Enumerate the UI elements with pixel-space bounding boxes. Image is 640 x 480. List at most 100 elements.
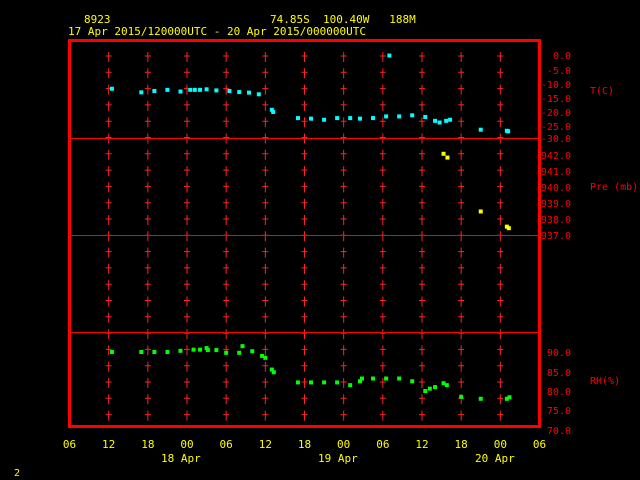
humidity-point [504, 396, 509, 401]
humidity-point [214, 348, 219, 353]
grid-cross [497, 247, 504, 258]
grid-cross [458, 247, 465, 258]
grid-cross [184, 378, 190, 388]
grid-cross [419, 182, 425, 193]
temperature-point [152, 88, 157, 93]
grid-cross [379, 231, 386, 242]
plot-frame [68, 39, 541, 428]
panel-dividers [69, 138, 540, 333]
grid-cross [497, 215, 504, 225]
grid-cross [340, 215, 347, 225]
grid-cross [458, 215, 465, 225]
grid-cross [340, 84, 347, 95]
grid-cross [458, 68, 465, 79]
grid-cross [458, 149, 465, 160]
grid-cross [184, 394, 190, 405]
temperature-point [348, 116, 353, 121]
grid-cross [184, 68, 190, 79]
grid-cross [419, 68, 425, 79]
grid-cross [497, 394, 504, 405]
pressure-point [445, 155, 450, 160]
humidity-point [152, 350, 157, 354]
temperature-point [165, 87, 170, 92]
grid-cross [301, 378, 308, 388]
grid-cross [184, 182, 190, 193]
temperature-point [295, 116, 300, 121]
grid-cross [223, 394, 230, 405]
time-range: 17 Apr 2015/120000UTC - 20 Apr 2015/0000… [68, 25, 366, 38]
grid-cross [497, 410, 504, 421]
pressure-tick-label: 942.0 [541, 151, 571, 162]
grid-cross [497, 329, 504, 340]
temperature-point [188, 87, 193, 92]
grid-cross [184, 52, 190, 62]
grid-cross [419, 215, 425, 225]
temperature-point [247, 90, 252, 95]
grid-cross [340, 329, 347, 340]
grid-cross [340, 280, 347, 291]
grid-cross [223, 280, 230, 291]
station-id: 8923 [84, 13, 111, 26]
grid-cross [223, 231, 230, 242]
grid-cross [262, 410, 269, 421]
grid-cross [419, 345, 425, 356]
humidity-point [359, 376, 364, 381]
grid-cross [262, 117, 269, 128]
grid-cross [184, 329, 190, 340]
temperature-point [448, 117, 453, 122]
temperature-point [178, 89, 183, 94]
grid-cross [340, 296, 347, 307]
grid-cross [340, 263, 347, 274]
humidity-point [348, 383, 353, 388]
grid-cross [144, 166, 151, 177]
grid-cross [458, 410, 465, 421]
grid-cross [301, 182, 308, 193]
grid-cross [497, 182, 504, 193]
x-tick-label: 06 [533, 438, 546, 451]
temperature-point [387, 53, 392, 58]
temperature-point [214, 88, 219, 93]
temperature-point [371, 116, 376, 121]
grid-cross [144, 215, 151, 225]
temperature-tick-label: -20.0 [541, 108, 571, 119]
grid-cross [184, 117, 190, 128]
grid-cross [144, 247, 151, 258]
grid-cross [379, 296, 386, 307]
grid-cross [184, 166, 190, 177]
x-tick-label: 18 [141, 438, 154, 451]
grid-cross [301, 410, 308, 421]
grid-cross [144, 296, 151, 307]
grid-cross [301, 149, 308, 160]
grid-cross [340, 312, 347, 323]
humidity-point [322, 380, 327, 385]
grid-cross [497, 52, 504, 62]
grid-cross [340, 117, 347, 128]
grid-cross [262, 149, 269, 160]
grid-cross [144, 198, 151, 209]
y-tick-labels: 0.0 -5.0 -10.0 -15.0 -20.0 -25.0-30.0 942.0 941… [541, 51, 571, 437]
temperature-point [335, 116, 340, 121]
grid-cross [458, 361, 465, 372]
grid-cross [379, 198, 386, 209]
grid-cross [458, 329, 465, 340]
humidity-point [507, 395, 512, 400]
grid-cross [105, 361, 112, 372]
grid-cross [105, 329, 112, 340]
grid-cross [184, 280, 190, 291]
day-label-20-apr: 20 Apr [475, 452, 515, 465]
grid-cross [262, 166, 269, 177]
grid-cross [105, 312, 112, 323]
grid-cross [379, 182, 386, 193]
grid-cross [105, 182, 112, 193]
grid-cross [458, 280, 465, 291]
frame-number: 2 [14, 468, 20, 479]
grid-cross [301, 231, 308, 242]
temperature-tick-label: -10.0 [541, 80, 571, 91]
grid-cross [379, 117, 386, 128]
temperature-point [410, 113, 415, 118]
grid-cross [340, 394, 347, 405]
grid-cross [301, 117, 308, 128]
temperature-point [198, 87, 203, 92]
humidity-point [191, 347, 196, 352]
humidity-tick-label: 80.0 [547, 387, 571, 398]
